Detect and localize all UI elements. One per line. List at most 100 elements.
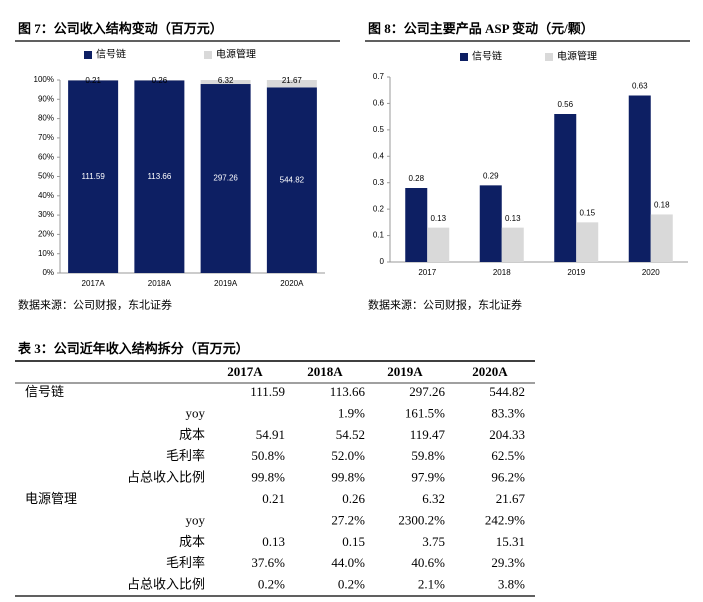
- row-label: 占总收入比例: [127, 577, 205, 592]
- table-cell: 96.2%: [491, 470, 525, 485]
- x-tick-label: 2019A: [214, 279, 238, 288]
- data-label: 0.21: [85, 76, 101, 85]
- y-tick-label: 0.4: [373, 151, 385, 160]
- bar: [427, 227, 450, 262]
- table-cell: 242.9%: [485, 512, 525, 527]
- table-cell: 29.3%: [491, 555, 525, 570]
- row-label: 占总收入比例: [127, 470, 205, 485]
- bar: [134, 80, 185, 273]
- y-tick-label: 50%: [38, 172, 54, 181]
- legend-label: 电源管理: [216, 48, 256, 61]
- table-cell: 3.8%: [498, 577, 525, 592]
- table-title: 表 3：公司近年收入结构拆分（百万元）: [17, 341, 249, 356]
- data-label: 0.29: [483, 171, 499, 180]
- table-cell: 2.1%: [418, 577, 445, 592]
- y-tick-label: 30%: [38, 210, 54, 219]
- data-label: 111.59: [81, 172, 105, 181]
- table-header: 2017A: [227, 364, 263, 379]
- table-cell: 113.66: [330, 384, 366, 399]
- table-cell: 83.3%: [491, 405, 525, 420]
- row-label: 毛利率: [166, 555, 205, 570]
- data-label: 21.67: [282, 76, 303, 85]
- y-tick-label: 0: [380, 257, 385, 266]
- table-header: 2019A: [387, 364, 423, 379]
- table-cell: 97.9%: [411, 470, 445, 485]
- data-label: 0.13: [505, 214, 521, 223]
- table-cell: 52.0%: [331, 448, 365, 463]
- table-cell: 99.8%: [331, 470, 365, 485]
- data-label: 6.32: [218, 76, 234, 85]
- y-tick-label: 40%: [38, 191, 54, 200]
- table-cell: 54.91: [256, 427, 285, 442]
- table-cell: 297.26: [409, 384, 445, 399]
- table-cell: 161.5%: [405, 405, 445, 420]
- row-label: 毛利率: [166, 448, 205, 463]
- x-tick-label: 2018: [493, 268, 511, 277]
- chart-title: 图 7：公司收入结构变动（百万元）: [18, 21, 223, 36]
- legend-swatch: [545, 53, 553, 61]
- y-tick-label: 0.5: [373, 125, 385, 134]
- bar: [576, 222, 599, 262]
- bar: [554, 114, 577, 262]
- x-tick-label: 2017A: [82, 279, 106, 288]
- data-label: 297.26: [213, 174, 238, 183]
- bar: [650, 214, 673, 262]
- legend-label: 信号链: [96, 48, 126, 61]
- table-cell: 0.2%: [338, 577, 365, 592]
- bar: [628, 95, 651, 262]
- x-tick-label: 2018A: [148, 279, 172, 288]
- y-tick-label: 60%: [38, 152, 54, 161]
- x-tick-label: 2020: [642, 268, 660, 277]
- y-tick-label: 0.7: [373, 72, 385, 81]
- table-cell: 0.15: [342, 534, 365, 549]
- y-tick-label: 90%: [38, 94, 54, 103]
- table-cell: 59.8%: [411, 448, 445, 463]
- legend-label: 电源管理: [557, 50, 597, 63]
- table-cell: 111.59: [250, 384, 285, 399]
- bar: [200, 84, 251, 274]
- row-label: yoy: [186, 512, 206, 527]
- legend-swatch: [460, 53, 468, 61]
- table-cell: 44.0%: [331, 555, 365, 570]
- data-label: 0.18: [654, 201, 670, 210]
- table-cell: 2300.2%: [398, 512, 445, 527]
- bar: [266, 80, 317, 88]
- y-tick-label: 0.1: [373, 231, 385, 240]
- table-cell: 62.5%: [491, 448, 525, 463]
- table-cell: 119.47: [410, 427, 446, 442]
- table-cell: 1.9%: [338, 405, 365, 420]
- table-cell: 99.8%: [251, 470, 285, 485]
- legend-swatch: [84, 51, 92, 59]
- data-label: 113.66: [147, 172, 171, 181]
- y-tick-label: 20%: [38, 230, 54, 239]
- x-tick-label: 2019: [567, 268, 585, 277]
- table-header: 2018A: [307, 364, 343, 379]
- y-tick-label: 0%: [42, 268, 54, 277]
- data-label: 0.63: [632, 82, 648, 91]
- row-label: 电源管理: [25, 491, 77, 506]
- chart-title: 图 8：公司主要产品 ASP 变动（元/颗）: [368, 21, 594, 36]
- x-tick-label: 2017: [418, 268, 436, 277]
- y-tick-label: 70%: [38, 133, 54, 142]
- table-header: 2020A: [472, 364, 508, 379]
- table-cell: 0.2%: [258, 577, 285, 592]
- y-tick-label: 100%: [34, 75, 54, 84]
- table-cell: 37.6%: [251, 555, 285, 570]
- bar: [405, 188, 428, 262]
- row-label: yoy: [186, 405, 206, 420]
- data-label: 0.28: [408, 174, 424, 183]
- data-label: 0.13: [430, 214, 446, 223]
- table-cell: 50.8%: [251, 448, 285, 463]
- row-label: 成本: [179, 427, 205, 442]
- data-label: 0.15: [579, 208, 595, 217]
- bar: [501, 227, 524, 262]
- table-cell: 54.52: [336, 427, 365, 442]
- data-label: 0.26: [152, 76, 168, 85]
- table-cell: 544.82: [489, 384, 525, 399]
- table-cell: 204.33: [489, 427, 525, 442]
- data-label: 0.56: [557, 100, 573, 109]
- y-tick-label: 10%: [38, 249, 54, 258]
- table-cell: 27.2%: [331, 512, 365, 527]
- table-cell: 0.26: [342, 491, 365, 506]
